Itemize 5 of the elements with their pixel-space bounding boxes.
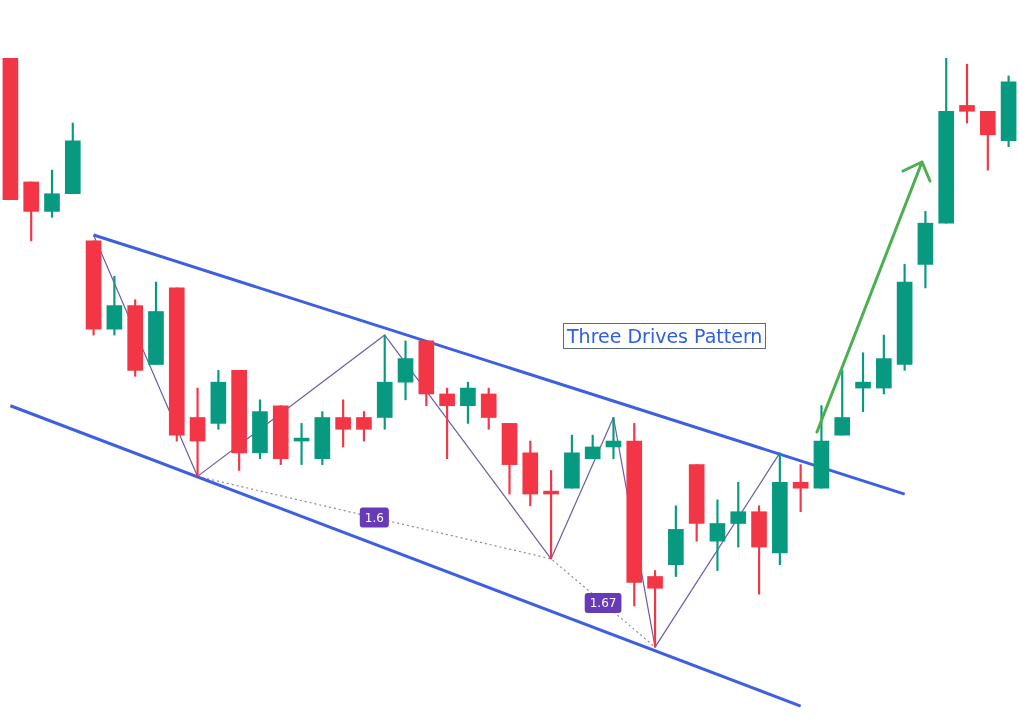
annotation: 1.67	[589, 596, 617, 611]
candlestick	[709, 499, 726, 571]
annotation: 1.6	[364, 510, 384, 525]
candlestick	[189, 387, 206, 477]
text: Three Drives Pattern	[563, 323, 767, 349]
